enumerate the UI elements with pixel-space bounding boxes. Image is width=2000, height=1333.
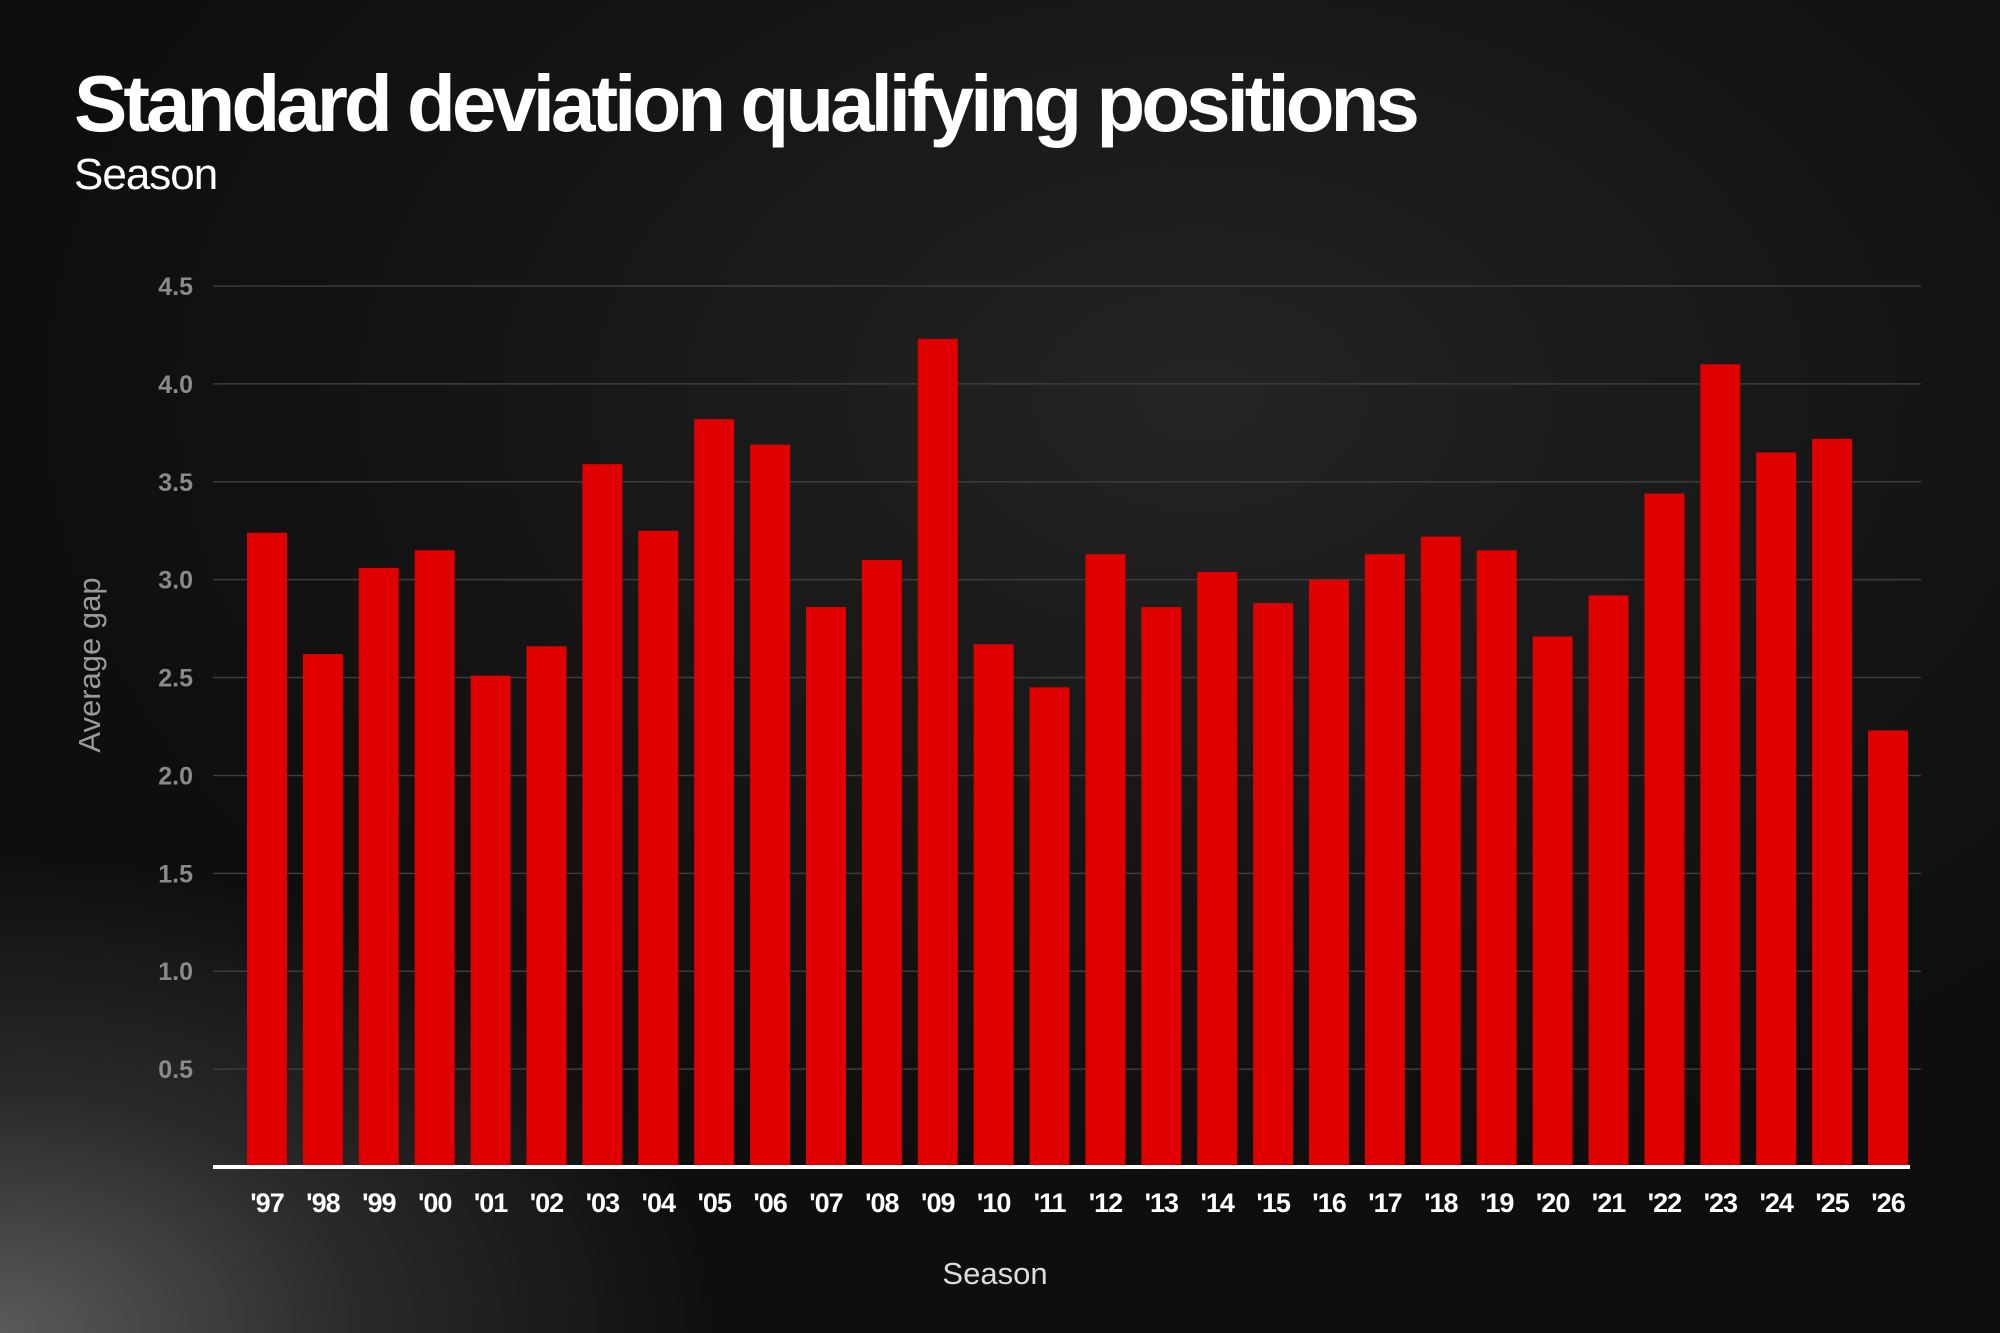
bar [1364,554,1405,1167]
bar [582,464,623,1167]
y-tick-label: 1.5 [158,860,193,888]
x-tick-label: '03 [586,1188,620,1218]
y-tick-label: 1.0 [158,958,193,986]
bar [1085,554,1126,1167]
x-tick-label: '02 [530,1188,563,1218]
y-tick-label: 4.0 [158,371,193,399]
y-tick-label: 4.5 [158,273,193,301]
x-tick-label: '24 [1759,1188,1793,1218]
bars [247,338,1908,1168]
x-tick-label: '97 [250,1188,283,1218]
x-axis-label: Season [942,1256,1047,1291]
y-axis-label: Average gap [72,577,107,752]
x-tick-label: '22 [1648,1188,1681,1218]
x-tick-label: '12 [1089,1188,1122,1218]
x-tick-label: '10 [977,1188,1010,1218]
y-axis-ticks: 0.5 1.0 1.5 2.0 2.5 3.0 3.5 4.0 4.5 [158,273,193,1084]
bar [358,567,399,1167]
y-tick-label: 3.0 [158,567,193,595]
x-tick-label: '08 [865,1188,899,1218]
x-tick-label: '06 [753,1188,787,1218]
bar [1420,536,1461,1167]
bar [1029,687,1070,1167]
bar [1756,452,1797,1167]
chart-subtitle: Season [74,150,218,199]
bar [750,444,791,1168]
bar [917,338,958,1167]
bar [638,530,679,1167]
x-tick-label: '11 [1034,1188,1067,1218]
bar [1812,438,1853,1167]
x-tick-label: '14 [1201,1188,1235,1218]
bar [1532,636,1573,1167]
bar [1700,364,1741,1167]
x-tick-label: '05 [697,1188,731,1218]
bar [470,675,511,1167]
bar [302,654,343,1167]
x-tick-label: '26 [1871,1188,1905,1218]
chart-title: Standard deviation qualifying positions [74,59,1420,148]
bar [414,550,455,1167]
x-tick-label: '18 [1424,1188,1458,1218]
bar [1868,730,1908,1167]
bar [1644,493,1685,1168]
x-tick-label: '99 [362,1188,396,1218]
x-tick-label: '04 [642,1188,676,1218]
x-tick-label: '20 [1536,1188,1569,1218]
bar [526,646,567,1167]
bar [1476,550,1517,1167]
x-tick-label: '15 [1256,1188,1290,1218]
bar [861,560,902,1167]
bar [973,644,1014,1167]
x-tick-label: '01 [474,1188,508,1218]
x-tick-label: '16 [1312,1188,1346,1218]
x-tick-label: '25 [1815,1188,1849,1218]
x-tick-label: '00 [418,1188,451,1218]
bar [247,532,287,1167]
x-tick-label: '13 [1145,1188,1179,1218]
x-tick-label: '23 [1704,1188,1738,1218]
x-tick-label: '07 [809,1188,842,1218]
bar [1588,595,1629,1167]
y-tick-label: 0.5 [158,1056,193,1084]
bar [1253,603,1294,1167]
x-tick-label: '21 [1592,1188,1626,1218]
y-tick-label: 2.0 [158,762,193,790]
x-tick-label: '09 [921,1188,955,1218]
bar [694,419,735,1167]
y-tick-label: 3.5 [158,469,193,497]
bar [1309,579,1350,1167]
y-tick-label: 2.5 [158,665,193,693]
x-axis-ticks: '97 '98 '99 '00 '01 '02 '03 '04 '05 '06 '07 '08 '09 '… [250,1188,1906,1218]
bar [805,607,846,1167]
x-tick-label: '98 [306,1188,340,1218]
x-tick-label: '19 [1480,1188,1514,1218]
x-tick-label: '17 [1368,1188,1401,1218]
bar [1197,571,1238,1167]
bar [1141,607,1182,1167]
